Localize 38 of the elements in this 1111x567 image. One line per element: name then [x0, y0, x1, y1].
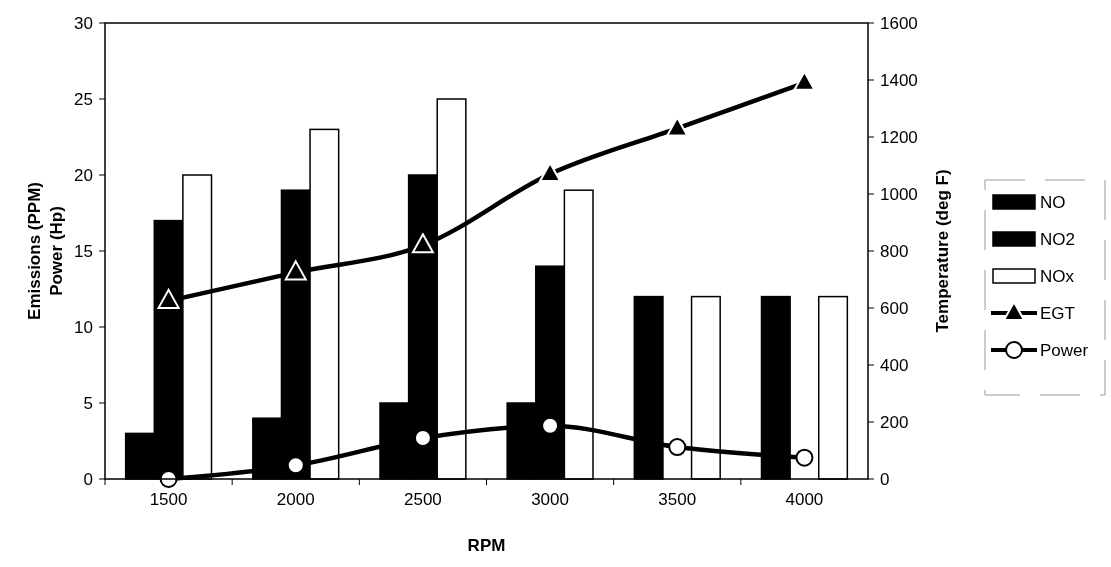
x-tick-label: 3000 [531, 490, 569, 509]
y2-tick-label: 1000 [880, 184, 918, 204]
legend-label: NO2 [1040, 230, 1075, 249]
point [157, 288, 180, 309]
y-tick-label: 25 [74, 89, 93, 109]
y2-tick-label: 1400 [880, 70, 918, 90]
y-tick-label: 10 [74, 317, 93, 337]
point [668, 438, 687, 457]
x-axis-title: RPM [467, 536, 506, 555]
y-tick-label: 20 [74, 165, 93, 185]
x-tick-label: 4000 [785, 490, 824, 509]
legend-label: NOx [1040, 267, 1075, 286]
y2-tick-label: 600 [880, 298, 909, 318]
y2-tick-label: 1200 [880, 127, 918, 147]
x-tick-label: 2500 [404, 490, 442, 509]
y-axis-title: Emissions (PPM) Power (Hp) [25, 182, 66, 320]
point [284, 260, 307, 281]
point [666, 116, 689, 137]
x-tick-label: 2000 [276, 490, 315, 509]
point [795, 448, 814, 467]
y-tick-label: 0 [83, 469, 93, 489]
y2-tick-label: 800 [880, 241, 909, 261]
legend-label: EGT [1040, 304, 1075, 323]
x-tick-label: 1500 [149, 490, 188, 509]
legend-label: Power [1040, 341, 1089, 360]
y-tick-label: 30 [74, 13, 93, 33]
point [286, 456, 305, 475]
y2-tick-label: 200 [880, 412, 909, 432]
legend-label: NO [1040, 193, 1066, 212]
y2-axis-title: Temperature (deg F) [933, 169, 952, 333]
point [411, 233, 434, 254]
y2-tick-label: 0 [880, 469, 890, 489]
point [539, 162, 562, 183]
y-tick-label: 5 [83, 393, 93, 413]
y2-tick-label: 1600 [880, 13, 918, 33]
y2-tick-label: 400 [880, 355, 909, 375]
x-tick-label: 3500 [658, 490, 697, 509]
y-tick-label: 15 [74, 241, 93, 261]
